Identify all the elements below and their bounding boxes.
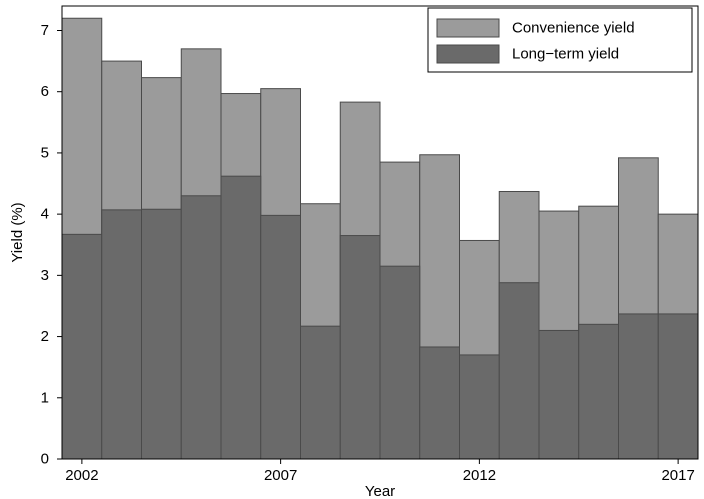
y-tick-label-3: 3 <box>41 267 49 284</box>
bar-long-term-yield-2007 <box>260 214 301 460</box>
x-axis-title: Year <box>365 483 395 499</box>
y-tick-label-2: 2 <box>41 328 49 345</box>
y-tick-label-7: 7 <box>41 22 49 39</box>
bar-long-term-yield-2009 <box>339 235 381 460</box>
legend: Convenience yield Long−term yield <box>427 7 693 73</box>
bar-long-term-yield-2002 <box>61 233 103 460</box>
legend-label-long-term-yield: Long−term yield <box>512 46 619 63</box>
x-tick-label-2017: 2017 <box>661 467 694 484</box>
bar-long-term-yield-2011 <box>419 346 460 460</box>
bar-long-term-yield-2008 <box>300 325 341 460</box>
bar-long-term-yield-2013 <box>498 282 540 460</box>
y-tick-label-5: 5 <box>41 144 49 161</box>
y-tick-label-0: 0 <box>41 451 49 468</box>
bar-long-term-yield-2017 <box>657 313 699 460</box>
bars-layer <box>61 17 699 460</box>
x-tick-label-2007: 2007 <box>264 467 297 484</box>
bar-long-term-yield-2014 <box>538 329 580 460</box>
y-tick-label-1: 1 <box>41 389 49 406</box>
bar-long-term-yield-2003 <box>101 209 142 460</box>
bar-long-term-yield-2006 <box>220 175 262 460</box>
bar-long-term-yield-2010 <box>379 265 421 460</box>
legend-swatch-convenience-yield <box>436 18 500 38</box>
bar-long-term-yield-2005 <box>180 195 222 460</box>
y-axis-title: Yield (%) <box>9 202 26 262</box>
x-tick-label-2002: 2002 <box>65 467 98 484</box>
bar-long-term-yield-2016 <box>618 313 659 460</box>
y-tick-label-6: 6 <box>41 83 49 100</box>
bar-long-term-yield-2015 <box>578 323 619 460</box>
bar-long-term-yield-2012 <box>459 354 500 460</box>
bar-long-term-yield-2004 <box>141 208 182 460</box>
x-axis: 2002 2007 2012 2017 <box>65 459 695 484</box>
x-tick-label-2012: 2012 <box>463 467 496 484</box>
y-tick-label-4: 4 <box>41 206 49 223</box>
plot-frame <box>61 5 699 460</box>
legend-label-convenience-yield: Convenience yield <box>512 20 635 37</box>
y-axis: 0 1 2 3 4 5 6 7 <box>41 22 62 468</box>
legend-swatch-long-term-yield <box>436 44 500 64</box>
